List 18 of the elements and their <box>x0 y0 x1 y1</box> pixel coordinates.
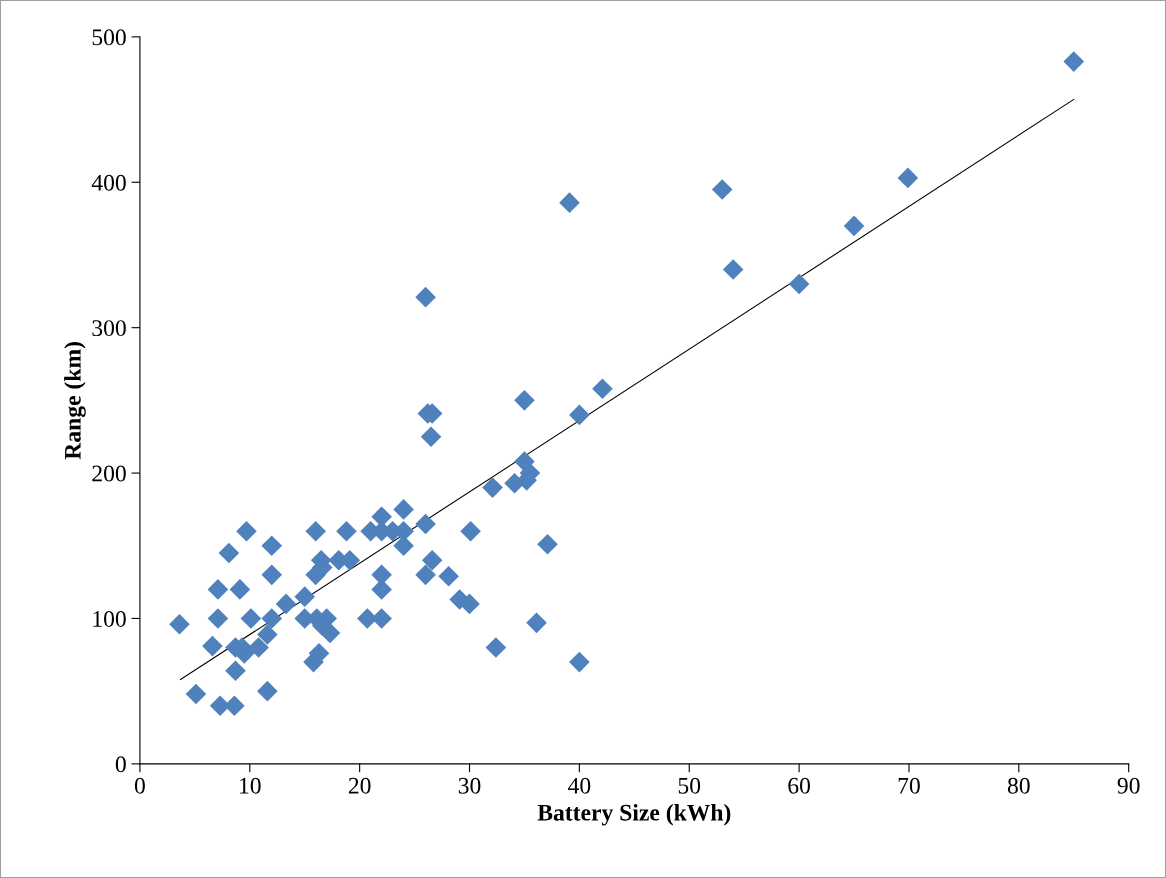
x-tick-label: 90 <box>1117 777 1140 794</box>
x-tick-label: 10 <box>240 777 261 794</box>
y-tick-label: 100 <box>93 610 126 627</box>
y-tick-label: 0 <box>115 756 126 773</box>
x-tick-label: 60 <box>788 777 810 794</box>
y-axis-title: Range (km) <box>64 342 86 460</box>
y-tick-label: 500 <box>92 29 126 46</box>
x-tick-label: 0 <box>134 777 145 794</box>
x-axis-title: Battery Size (kWh) <box>537 804 731 826</box>
y-tick-label: 300 <box>92 320 126 337</box>
x-tick-label: 70 <box>898 777 920 794</box>
x-tick-label: 50 <box>678 777 701 794</box>
y-tick-label: 400 <box>91 174 126 191</box>
x-tick-label: 40 <box>568 777 591 794</box>
y-tick-label: 200 <box>92 465 126 482</box>
x-tick-label: 30 <box>458 777 481 794</box>
x-tick-label: 80 <box>1007 777 1030 794</box>
x-tick-label: 20 <box>348 777 371 794</box>
